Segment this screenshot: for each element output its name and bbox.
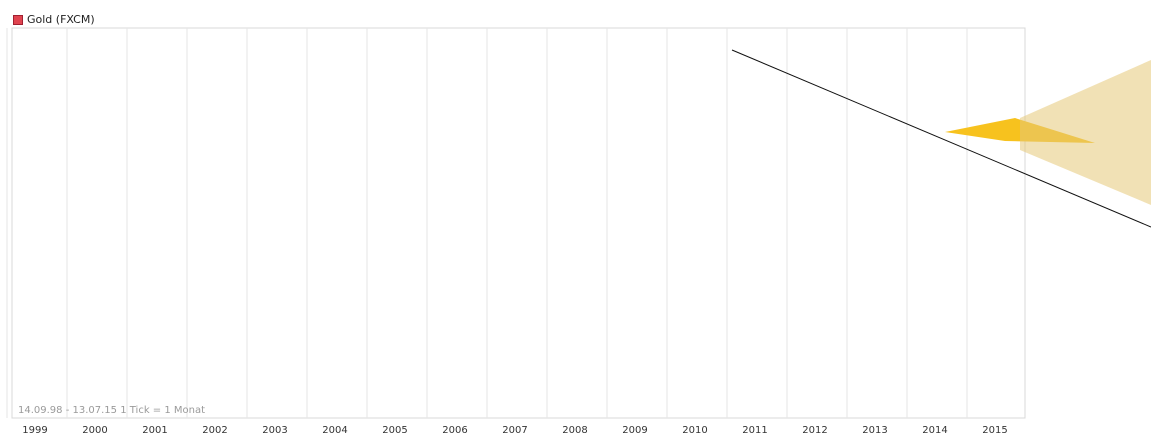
x-tick-label: 2011	[742, 425, 767, 436]
x-tick-label: 2008	[562, 425, 587, 436]
x-tick-label: 2009	[622, 425, 647, 436]
chart-legend: Gold (FXCM)	[13, 13, 95, 26]
forecast-zone-far	[1020, 60, 1151, 205]
range-info: 14.09.98 - 13.07.15 1 Tick = 1 Monat	[18, 405, 206, 416]
x-tick-label: 2000	[82, 425, 107, 436]
x-tick-label: 2002	[202, 425, 227, 436]
legend-label: Gold (FXCM)	[27, 13, 95, 26]
legend-swatch	[13, 14, 23, 25]
x-tick-label: 2012	[802, 425, 827, 436]
channel-line-lower	[731, 49, 1151, 228]
x-tick-label: 1999	[22, 425, 47, 436]
plot-frame	[11, 27, 1026, 419]
x-tick-label: 2004	[322, 425, 347, 436]
x-tick-label: 2006	[442, 425, 467, 436]
x-tick-label: 2003	[262, 425, 287, 436]
x-tick-label: 2010	[682, 425, 707, 436]
x-tick-label: 2013	[862, 425, 887, 436]
x-tick-label: 2005	[382, 425, 407, 436]
x-tick-label: 2014	[922, 425, 947, 436]
x-tick-label: 2007	[502, 425, 527, 436]
x-tick-label: 2001	[142, 425, 167, 436]
x-tick-label: 2015	[982, 425, 1007, 436]
